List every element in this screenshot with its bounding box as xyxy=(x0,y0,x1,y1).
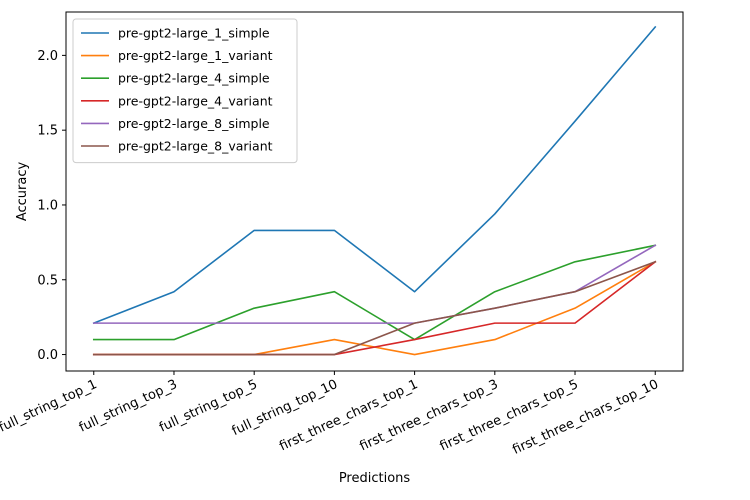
y-axis: 0.0 0.5 1.0 1.5 2.0 xyxy=(37,49,66,363)
series-lines xyxy=(92,25,657,356)
x-tick-label: first_three_chars_top_10 xyxy=(510,377,661,458)
legend-label: pre-gpt2-large_4_simple xyxy=(118,71,270,86)
series-line xyxy=(92,244,657,341)
series-line xyxy=(92,260,657,356)
series-line xyxy=(92,260,657,356)
x-tick-label: first_three_chars_top_1 xyxy=(277,377,420,454)
y-tick-label: 1.5 xyxy=(37,124,58,139)
legend: pre-gpt2-large_1_simple pre-gpt2-large_1_… xyxy=(72,18,298,164)
y-tick-label: 2.0 xyxy=(37,49,58,64)
legend-label: pre-gpt2-large_8_simple xyxy=(118,116,270,131)
legend-label: pre-gpt2-large_1_simple xyxy=(118,26,270,41)
x-tick-label: first_three_chars_top_5 xyxy=(438,377,581,454)
x-axis: full_string_top_1full_string_top_3full_s… xyxy=(0,371,661,458)
legend-label: pre-gpt2-large_8_variant xyxy=(118,139,273,154)
y-tick-label: 0.0 xyxy=(37,348,58,363)
x-tick-label: first_three_chars_top_3 xyxy=(357,377,500,454)
series-line xyxy=(92,260,657,356)
series-line xyxy=(92,25,657,325)
y-axis-label: Accuracy xyxy=(15,162,30,222)
legend-box xyxy=(72,18,298,164)
y-tick-label: 1.0 xyxy=(37,198,58,213)
legend-label: pre-gpt2-large_1_variant xyxy=(118,48,273,63)
plot-frame xyxy=(65,11,684,372)
legend-label: pre-gpt2-large_4_variant xyxy=(118,93,273,108)
y-tick-label: 0.5 xyxy=(37,273,58,288)
x-axis-label: Predictions xyxy=(339,471,411,486)
series-line xyxy=(92,244,657,324)
